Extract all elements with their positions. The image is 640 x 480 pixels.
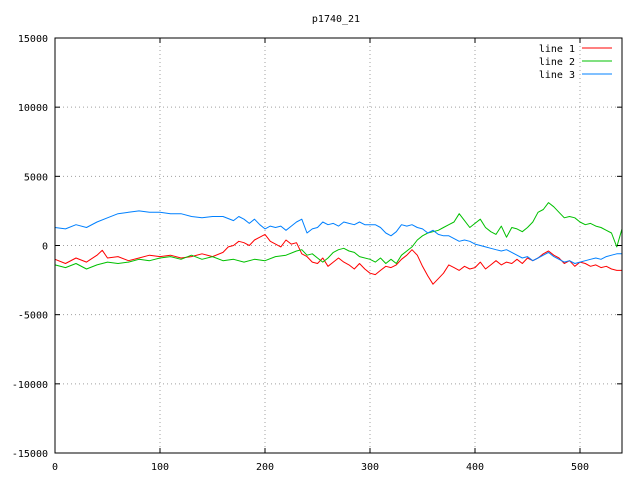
x-tick-label: 400 [466, 462, 484, 473]
series-line-2 [54, 202, 623, 270]
y-tick-label: -5000 [18, 311, 48, 322]
y-tick-label: 0 [42, 242, 48, 253]
y-tick-label: -15000 [12, 449, 48, 460]
x-tick-label: 0 [52, 462, 58, 473]
x-tick-label: 300 [361, 462, 379, 473]
y-tick-label: 15000 [18, 34, 48, 45]
legend: line 1 line 2 line 3 [539, 44, 612, 81]
legend-label: line 1 [539, 44, 575, 55]
chart-title: p1740_21 [312, 14, 360, 25]
grid-lines [55, 38, 622, 453]
legend-label: line 2 [539, 57, 575, 68]
y-tick-label: 5000 [24, 172, 48, 183]
axis-ticks: 0 100 200 300 400 500 -15000 -10000 -5000 0 5000 10… [12, 34, 622, 473]
series-line-1 [54, 233, 622, 285]
y-tick-label: -10000 [12, 380, 48, 391]
series-line-3 [54, 210, 622, 264]
series-lines [54, 202, 623, 285]
legend-label: line 3 [539, 70, 575, 81]
y-tick-label: 10000 [18, 103, 48, 114]
x-tick-label: 500 [571, 462, 589, 473]
x-tick-label: 100 [151, 462, 169, 473]
plot-frame [54, 37, 623, 454]
x-tick-label: 200 [256, 462, 274, 473]
